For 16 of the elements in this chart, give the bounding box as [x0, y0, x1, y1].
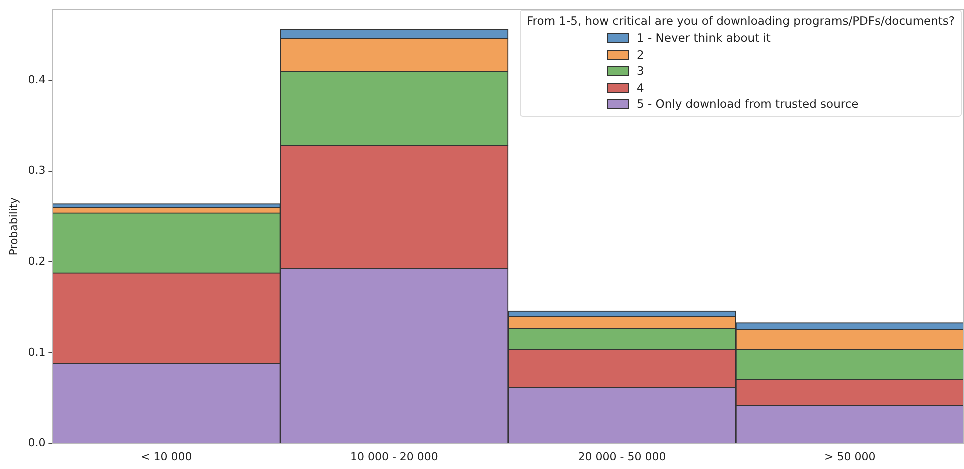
- x-tick-label: < 10 000: [141, 450, 192, 464]
- legend-label: 3: [637, 64, 644, 78]
- legend-title: From 1-5, how critical are you of downloading programs/PDFs/documents?: [527, 14, 955, 28]
- legend-label: 2: [637, 48, 644, 62]
- legend-label: 5 - Only download from trusted source: [637, 97, 859, 112]
- y-axis-title: Probability: [7, 197, 20, 256]
- y-tick-label: 0.1: [28, 346, 46, 359]
- legend-label: 4: [637, 80, 644, 95]
- y-tick-label: 0.0: [28, 436, 46, 450]
- x-tick-label: 20 000 - 50 000: [578, 450, 666, 464]
- x-tick-label: > 50 000: [824, 450, 876, 464]
- y-tick-label: 0.4: [28, 73, 46, 86]
- legend-label: 1 - Never think about it: [637, 31, 771, 46]
- y-tick-label: 0.3: [28, 164, 46, 178]
- x-tick-label: 10 000 - 20 000: [350, 450, 438, 464]
- y-tick-label: 0.2: [28, 254, 46, 268]
